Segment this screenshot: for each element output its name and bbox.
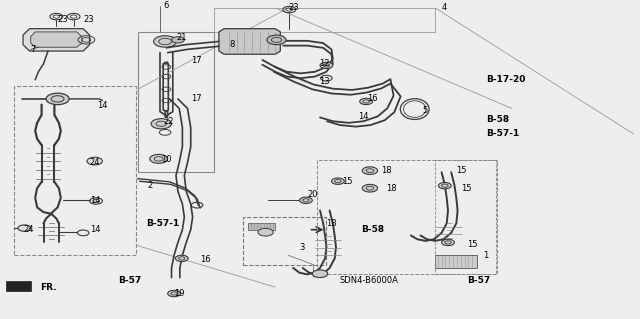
Circle shape xyxy=(151,119,172,129)
Text: 13: 13 xyxy=(319,77,330,86)
Text: 16: 16 xyxy=(367,94,378,103)
Text: 15: 15 xyxy=(467,240,477,249)
Text: FR.: FR. xyxy=(40,283,56,292)
Text: 2: 2 xyxy=(147,181,152,189)
Bar xyxy=(138,32,214,172)
Polygon shape xyxy=(6,281,31,291)
Bar xyxy=(14,86,136,255)
Text: B-57-1: B-57-1 xyxy=(146,219,179,228)
Text: SDN4-B6000A: SDN4-B6000A xyxy=(339,276,398,285)
Circle shape xyxy=(300,197,312,204)
Text: 5: 5 xyxy=(422,106,428,115)
Text: 20: 20 xyxy=(307,190,317,199)
Text: 21: 21 xyxy=(176,33,186,42)
Text: 10: 10 xyxy=(161,155,172,164)
Text: 16: 16 xyxy=(200,256,211,264)
Circle shape xyxy=(46,93,69,105)
Text: 19: 19 xyxy=(174,289,184,298)
Text: 12: 12 xyxy=(319,59,329,68)
Text: 14: 14 xyxy=(90,197,100,205)
Text: B-58: B-58 xyxy=(486,115,509,124)
Text: 17: 17 xyxy=(191,56,202,65)
Circle shape xyxy=(320,62,333,69)
Text: 7: 7 xyxy=(31,45,36,54)
Text: 23: 23 xyxy=(288,4,299,12)
Circle shape xyxy=(438,182,451,189)
Circle shape xyxy=(18,225,31,231)
Text: 17: 17 xyxy=(191,94,202,103)
Text: 18: 18 xyxy=(381,166,392,175)
Text: 14: 14 xyxy=(90,225,100,234)
Circle shape xyxy=(332,178,344,184)
Text: 15: 15 xyxy=(342,177,353,186)
Text: 4: 4 xyxy=(442,4,447,12)
Text: 18: 18 xyxy=(326,219,337,228)
Text: 23: 23 xyxy=(58,15,68,24)
Text: B-57-1: B-57-1 xyxy=(486,129,520,138)
Bar xyxy=(435,255,477,268)
Polygon shape xyxy=(31,32,82,47)
Text: 1: 1 xyxy=(483,251,488,260)
Text: 15: 15 xyxy=(456,166,467,175)
Text: 8: 8 xyxy=(229,40,234,49)
Polygon shape xyxy=(219,29,280,54)
Text: 15: 15 xyxy=(461,184,471,193)
Text: 14: 14 xyxy=(97,101,108,110)
Text: 6: 6 xyxy=(163,1,168,10)
Circle shape xyxy=(172,37,184,43)
Circle shape xyxy=(360,98,372,105)
Polygon shape xyxy=(23,29,90,51)
Polygon shape xyxy=(248,223,275,230)
Text: B-17-20: B-17-20 xyxy=(486,75,526,84)
Text: 24: 24 xyxy=(90,158,100,167)
Bar xyxy=(317,160,497,274)
Circle shape xyxy=(258,228,273,236)
Circle shape xyxy=(267,35,286,45)
Circle shape xyxy=(362,184,378,192)
Circle shape xyxy=(362,167,378,174)
Bar xyxy=(243,217,326,265)
Text: B-58: B-58 xyxy=(362,225,385,234)
Text: 24: 24 xyxy=(23,225,33,234)
Text: 23: 23 xyxy=(83,15,94,24)
Circle shape xyxy=(442,239,454,246)
Text: 18: 18 xyxy=(387,184,397,193)
Circle shape xyxy=(154,36,177,47)
Text: B-57: B-57 xyxy=(118,276,141,285)
Bar xyxy=(435,160,496,274)
Text: 3: 3 xyxy=(300,243,305,252)
Text: 22: 22 xyxy=(163,117,173,126)
Circle shape xyxy=(312,270,328,278)
Circle shape xyxy=(175,255,188,262)
Text: B-57: B-57 xyxy=(467,276,490,285)
Text: 14: 14 xyxy=(358,112,369,121)
Circle shape xyxy=(168,290,180,297)
Circle shape xyxy=(150,154,168,163)
Circle shape xyxy=(87,157,102,165)
